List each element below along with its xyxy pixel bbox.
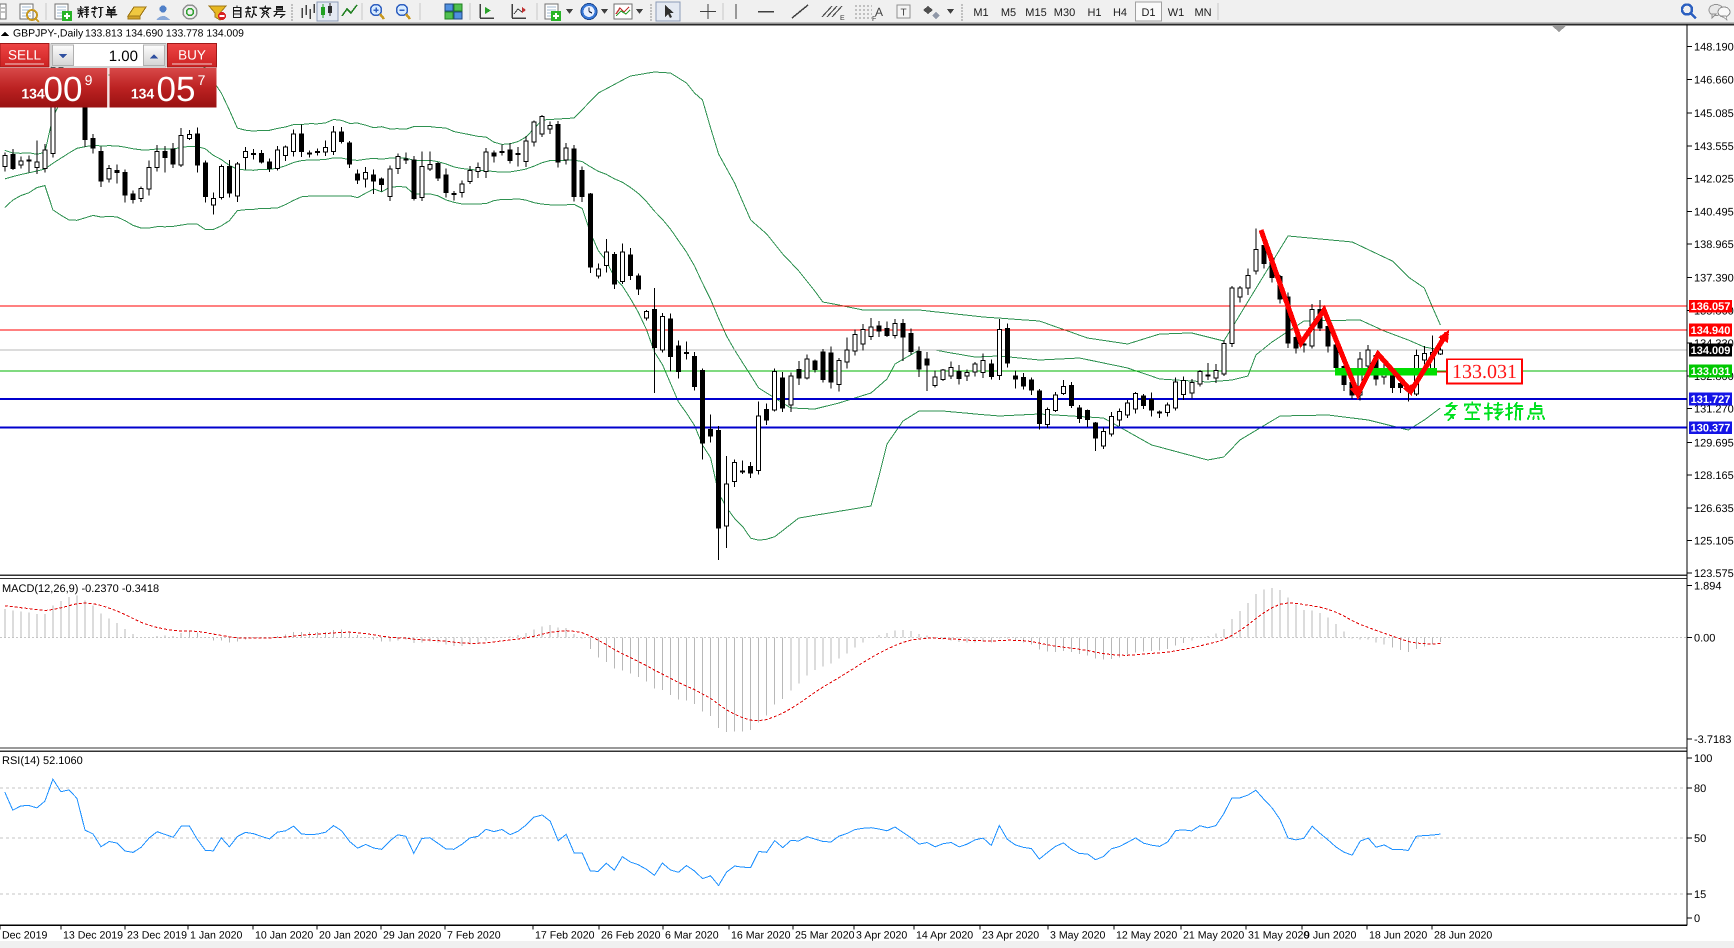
svg-text:00: 00: [44, 70, 83, 109]
svg-text:100: 100: [1694, 753, 1712, 765]
svg-text:GBPJPY-,Daily: GBPJPY-,Daily: [13, 28, 84, 40]
svg-text:H1: H1: [1087, 7, 1101, 19]
svg-text:140.495: 140.495: [1694, 206, 1734, 218]
svg-text:H4: H4: [1113, 7, 1127, 19]
svg-text:133.031: 133.031: [1691, 366, 1731, 378]
svg-text:20 Jan 2020: 20 Jan 2020: [319, 930, 377, 942]
svg-text:134.940: 134.940: [1691, 325, 1731, 337]
svg-text:134: 134: [131, 86, 155, 102]
svg-text:1.00: 1.00: [109, 48, 138, 65]
svg-text:6 Mar 2020: 6 Mar 2020: [665, 930, 719, 942]
svg-text:W1: W1: [1168, 7, 1185, 19]
svg-text:128.165: 128.165: [1694, 470, 1734, 482]
svg-text:134.009: 134.009: [1691, 345, 1731, 357]
svg-text:10 Jan 2020: 10 Jan 2020: [255, 930, 313, 942]
svg-text:133.813 134.690 133.778 134.00: 133.813 134.690 133.778 134.009: [85, 29, 244, 40]
svg-text:14 Apr 2020: 14 Apr 2020: [916, 930, 973, 942]
svg-text:26 Feb 2020: 26 Feb 2020: [601, 930, 661, 942]
svg-text:SELL: SELL: [8, 48, 42, 63]
svg-text:131.727: 131.727: [1691, 394, 1731, 406]
svg-text:133.031: 133.031: [1452, 361, 1517, 383]
svg-text:31 May 2020: 31 May 2020: [1248, 930, 1309, 942]
svg-text:-3.7183: -3.7183: [1694, 734, 1731, 746]
svg-text:21 May 2020: 21 May 2020: [1183, 930, 1244, 942]
svg-text:M15: M15: [1025, 7, 1046, 19]
svg-text:05: 05: [157, 70, 196, 109]
svg-text:129.695: 129.695: [1694, 437, 1734, 449]
svg-text:Dec 2019: Dec 2019: [2, 930, 47, 942]
svg-text:0.00: 0.00: [1694, 633, 1715, 645]
svg-text:3 May 2020: 3 May 2020: [1050, 930, 1105, 942]
svg-text:9: 9: [85, 72, 93, 88]
svg-text:146.660: 146.660: [1694, 74, 1734, 86]
svg-text:25 Mar 2020: 25 Mar 2020: [795, 930, 855, 942]
svg-text:MACD(12,26,9) -0.2370 -0.3418: MACD(12,26,9) -0.2370 -0.3418: [2, 583, 159, 595]
svg-text:138.965: 138.965: [1694, 239, 1734, 251]
svg-text:BUY: BUY: [178, 48, 206, 63]
svg-text:13 Dec 2019: 13 Dec 2019: [63, 930, 123, 942]
svg-text:29 Jan 2020: 29 Jan 2020: [383, 930, 441, 942]
svg-text:23 Dec 2019: 23 Dec 2019: [127, 930, 187, 942]
svg-text:M5: M5: [1001, 7, 1016, 19]
svg-text:T: T: [900, 8, 906, 19]
svg-text:131.270: 131.270: [1694, 404, 1734, 416]
svg-text:A: A: [875, 5, 883, 19]
svg-text:D1: D1: [1141, 7, 1155, 19]
svg-text:148.190: 148.190: [1694, 42, 1734, 54]
svg-text:MN: MN: [1194, 7, 1211, 19]
svg-text:130.377: 130.377: [1691, 423, 1731, 435]
svg-text:7 Feb 2020: 7 Feb 2020: [447, 930, 501, 942]
svg-text:12 May 2020: 12 May 2020: [1116, 930, 1177, 942]
svg-text:9 Jun 2020: 9 Jun 2020: [1304, 930, 1357, 942]
svg-text:3 Apr 2020: 3 Apr 2020: [856, 930, 907, 942]
svg-text:1.894: 1.894: [1694, 581, 1722, 593]
svg-text:143.555: 143.555: [1694, 141, 1734, 153]
svg-text:134: 134: [21, 86, 45, 102]
svg-text:17 Feb 2020: 17 Feb 2020: [535, 930, 595, 942]
svg-text:15: 15: [1694, 889, 1706, 901]
svg-text:142.025: 142.025: [1694, 174, 1734, 186]
svg-text:M1: M1: [973, 7, 988, 19]
svg-text:137.390: 137.390: [1694, 273, 1734, 285]
svg-text:1 Jan 2020: 1 Jan 2020: [190, 930, 243, 942]
svg-text:18 Jun 2020: 18 Jun 2020: [1369, 930, 1427, 942]
svg-text:E: E: [840, 15, 845, 22]
svg-text:RSI(14) 52.1060: RSI(14) 52.1060: [2, 755, 83, 767]
svg-text:80: 80: [1694, 783, 1706, 795]
svg-text:125.105: 125.105: [1694, 536, 1734, 548]
svg-text:M30: M30: [1054, 7, 1075, 19]
svg-text:136.057: 136.057: [1691, 301, 1731, 313]
svg-text:0: 0: [1694, 913, 1700, 925]
svg-text:28 Jun 2020: 28 Jun 2020: [1434, 930, 1492, 942]
svg-text:23 Apr 2020: 23 Apr 2020: [982, 930, 1039, 942]
svg-text:50: 50: [1694, 833, 1706, 845]
svg-text:126.635: 126.635: [1694, 503, 1734, 515]
svg-text:F: F: [872, 16, 876, 23]
svg-text:145.085: 145.085: [1694, 108, 1734, 120]
svg-text:123.575: 123.575: [1694, 568, 1734, 580]
svg-text:16 Mar 2020: 16 Mar 2020: [731, 930, 791, 942]
svg-text:7: 7: [198, 72, 206, 88]
